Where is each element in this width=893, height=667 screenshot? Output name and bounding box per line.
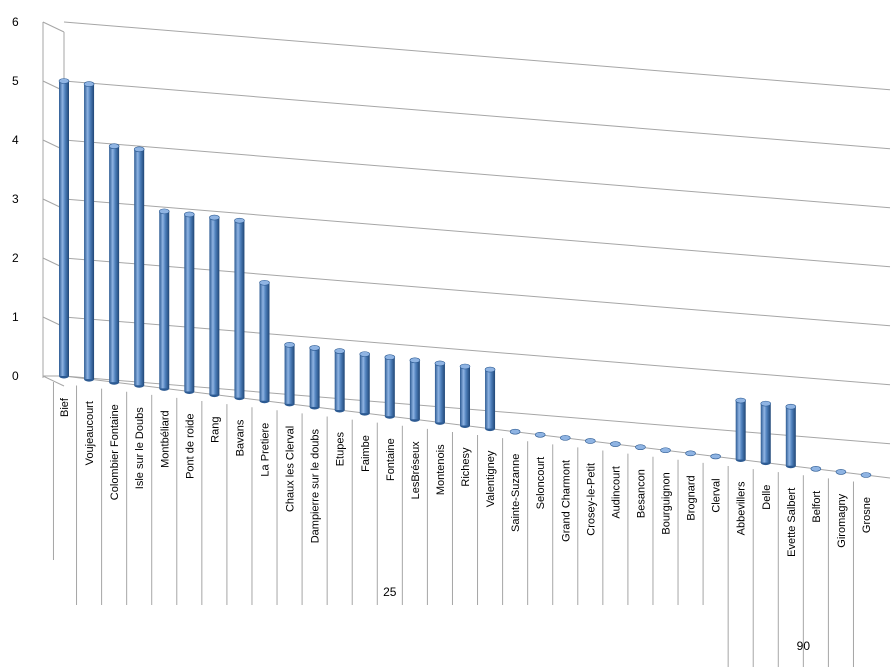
category-labels: Bief Voujeaucourt Colombier Fontaine Isle s… (52, 382, 873, 667)
category-label: Audincourt (610, 466, 622, 519)
bar-27 (710, 453, 721, 460)
category-label: Dampierre sur le doubs (310, 428, 322, 543)
category-label: Bavans (234, 419, 246, 456)
category-label: Colombier Fontaine (109, 404, 121, 500)
bar-11 (309, 345, 320, 410)
category-label: Clerval (711, 478, 723, 512)
gridline (63, 375, 891, 445)
bars (58, 78, 872, 478)
bar-23 (610, 441, 621, 447)
category-label: Seloncourt (535, 457, 547, 510)
category-label: Pont de roide (184, 413, 196, 478)
group-labels: 25 90 (383, 585, 810, 653)
bar-29 (760, 400, 772, 466)
bar-2 (83, 81, 95, 382)
bar-14 (384, 354, 396, 419)
category-label: Bourguignon (661, 472, 673, 534)
gridline-side (42, 375, 65, 387)
bar-25 (660, 447, 671, 454)
category-label: Isle sur le Doubs (134, 407, 146, 489)
bar-6 (184, 211, 195, 394)
bar-17 (459, 363, 471, 428)
bar-10 (284, 342, 295, 407)
bar-19 (509, 428, 521, 435)
category-label: Rang (209, 417, 221, 443)
group-label: 90 (797, 639, 811, 653)
y-axis-ticks: 0 1 2 3 4 5 6 (12, 15, 19, 383)
bar-32 (835, 469, 847, 475)
category-label: Besancon (635, 469, 647, 518)
y-tick-label: 4 (12, 133, 19, 147)
bar-30 (785, 403, 797, 469)
bar-26 (685, 450, 696, 457)
category-label: Fontaine (385, 438, 397, 481)
bar-18 (484, 366, 496, 432)
category-label: Grand Charmont (560, 460, 572, 542)
category-label: La Pretiere (260, 423, 272, 477)
category-label: Sainte-Suzanne (510, 454, 522, 532)
bar-3 (108, 143, 120, 385)
gridline (63, 316, 891, 386)
category-label: Grosne (861, 497, 873, 533)
bar-20 (534, 431, 546, 438)
bar-16 (434, 360, 446, 425)
bar-9 (259, 279, 270, 404)
category-label: Chaux les Clerval (285, 426, 297, 512)
gridline (63, 21, 891, 91)
y-tick-label: 1 (12, 310, 19, 324)
category-label: LesBréseux (410, 441, 422, 500)
category-label: Evette Salbert (786, 488, 798, 557)
gridlines (42, 21, 891, 445)
category-label: Brognard (686, 475, 698, 520)
bar-4 (133, 146, 145, 388)
y-tick-label: 2 (12, 251, 19, 265)
bar-5 (158, 208, 170, 391)
y-tick-label: 0 (12, 369, 19, 383)
category-label: Faimbe (360, 435, 372, 472)
category-label: Belfort (811, 491, 823, 523)
bar-31 (810, 466, 822, 472)
gridline-side (42, 21, 65, 33)
bar-21 (559, 435, 571, 441)
bar-13 (359, 351, 371, 416)
y-tick-label: 5 (12, 74, 19, 88)
bar-24 (635, 444, 646, 450)
category-label: Etupes (335, 432, 347, 467)
gridline (63, 257, 891, 327)
category-label: Voujeaucourt (84, 401, 96, 465)
gridline (63, 198, 891, 268)
y-tick-label: 3 (12, 192, 19, 206)
category-label: Valentigney (485, 450, 497, 507)
bar-33 (860, 472, 872, 478)
bar-28 (735, 397, 746, 463)
category-label: Abbevillers (736, 481, 748, 535)
category-label: Delle (761, 485, 773, 510)
bar-1 (58, 78, 70, 379)
bar-7 (209, 214, 220, 398)
gridline (63, 139, 891, 209)
group-label: 25 (383, 585, 397, 599)
category-label: Montbéliard (159, 410, 171, 467)
category-label: Richesy (460, 447, 472, 487)
category-label: Bief (59, 397, 71, 417)
gridline (63, 80, 891, 150)
bar-15 (409, 357, 421, 422)
bar-12 (334, 348, 345, 413)
y-tick-label: 6 (12, 15, 19, 29)
category-label: Montenois (435, 444, 447, 495)
bar-8 (234, 217, 245, 401)
category-label: Giromagny (836, 493, 848, 547)
bar-22 (585, 438, 596, 444)
floor-front-edge (63, 375, 891, 479)
category-label: Crosey-le-Petit (585, 463, 597, 536)
